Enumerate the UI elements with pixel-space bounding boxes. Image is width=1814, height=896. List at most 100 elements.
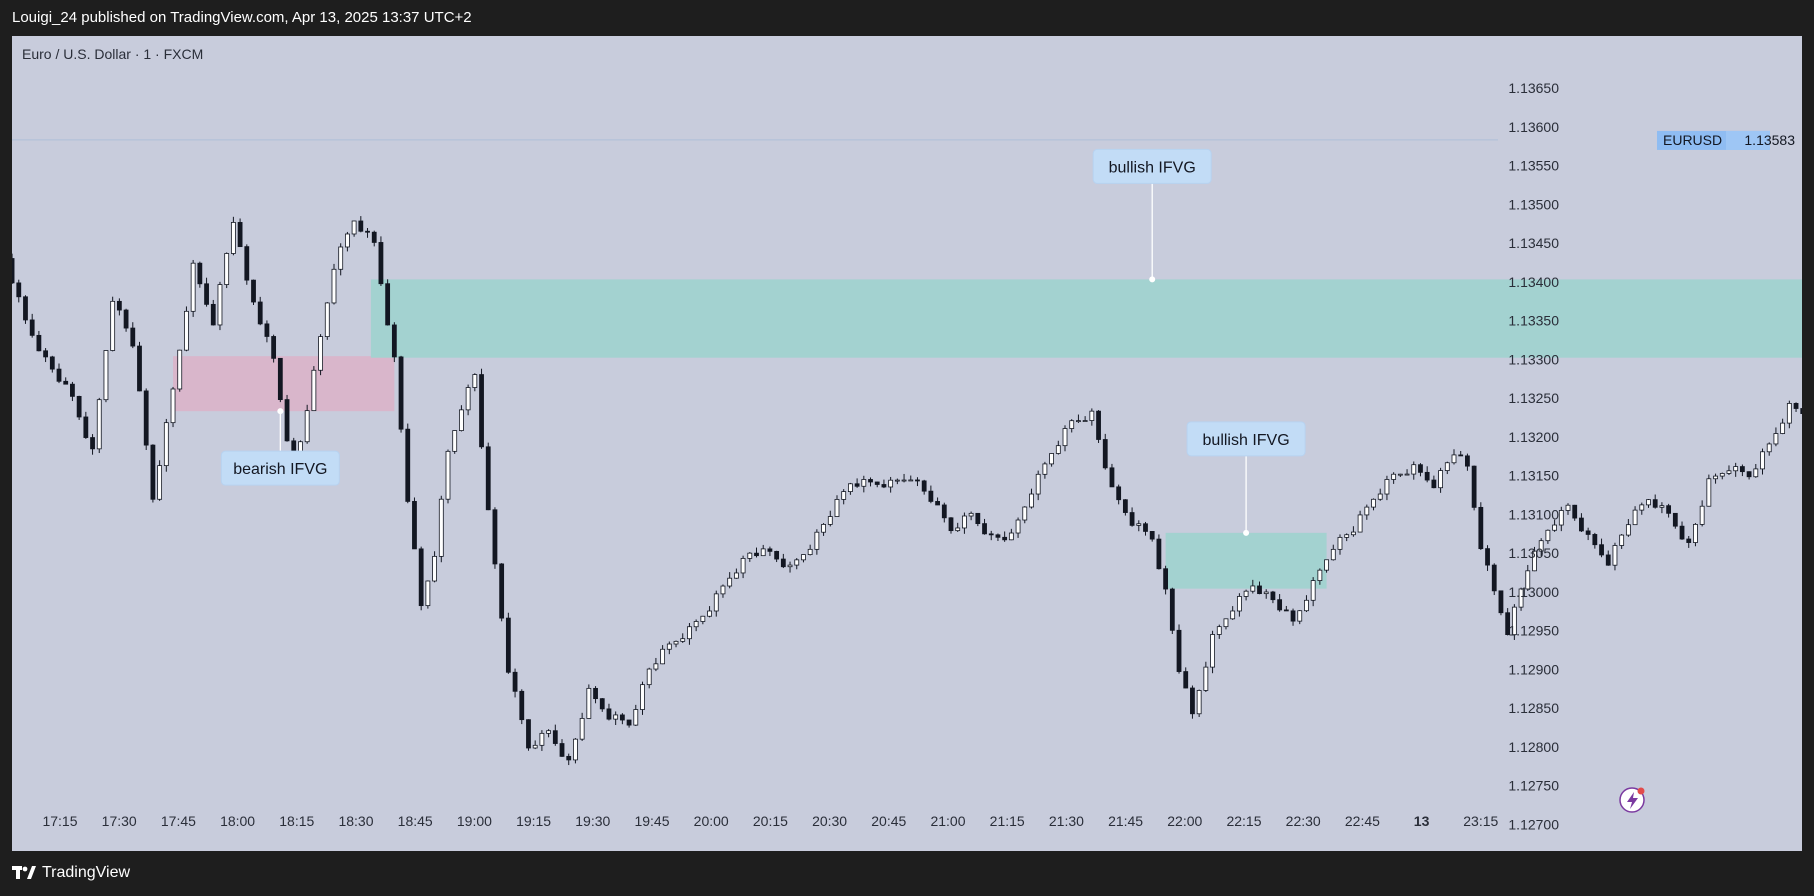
candle-body <box>948 517 954 532</box>
candle-body <box>1780 422 1786 434</box>
candle-body <box>1552 524 1557 531</box>
candle-body <box>1176 629 1182 672</box>
candle-body <box>1498 590 1504 614</box>
bullish-ifvg-zone[interactable] <box>1165 532 1327 589</box>
candle-body <box>1096 410 1101 440</box>
candle-body <box>1236 596 1242 612</box>
ifvg-label-box[interactable] <box>1092 148 1212 184</box>
candle-body <box>170 388 176 424</box>
price-chart[interactable]: 1.13650 1.13600 1.13550 1.13500 1.13450 1.134… <box>12 36 1802 851</box>
candle-body <box>1337 536 1343 550</box>
candle-body <box>720 585 726 595</box>
candle-body <box>1646 499 1651 506</box>
x-axis-tick-label: 22:45 <box>1345 813 1380 829</box>
candle-body <box>284 399 290 442</box>
candle-body <box>1042 463 1048 475</box>
candle-body <box>834 499 840 517</box>
candle-body <box>1525 570 1531 590</box>
candle-body <box>492 509 498 565</box>
candle-body <box>1122 499 1128 513</box>
candle-body <box>197 262 203 285</box>
candle-body <box>418 548 424 607</box>
candle-body <box>1760 451 1765 470</box>
chart-panel[interactable]: 1.13650 1.13600 1.13550 1.13500 1.13450 1.134… <box>12 36 1802 851</box>
candle-body <box>371 231 377 243</box>
candle-body <box>606 708 612 720</box>
candle-body <box>465 387 471 411</box>
candle-body <box>519 690 525 721</box>
y-axis-tick-label: 1.13550 <box>1508 158 1559 174</box>
candle-body <box>1357 514 1363 533</box>
candle-body <box>83 416 89 438</box>
candle-body <box>1377 493 1383 500</box>
ifvg-label-box[interactable] <box>220 450 340 486</box>
candle-body <box>861 479 867 487</box>
candle-body <box>271 336 277 359</box>
candle-body <box>56 368 62 382</box>
y-axis-tick-label: 1.13600 <box>1508 119 1559 135</box>
x-axis-tick-label: 19:00 <box>457 813 492 829</box>
candle-body <box>318 336 323 371</box>
y-axis-tick-label: 1.13350 <box>1508 313 1559 329</box>
x-axis-tick-label: 21:30 <box>1049 813 1084 829</box>
candle-body <box>304 410 310 443</box>
candle-body <box>204 283 209 305</box>
candle-body <box>646 668 652 686</box>
y-axis-tick-label: 1.13450 <box>1508 235 1559 251</box>
candle-body <box>841 491 847 500</box>
annotation-anchor-dot <box>1149 276 1156 283</box>
candle-body <box>210 303 216 326</box>
candle-body <box>988 533 994 536</box>
candle-body <box>1230 610 1236 620</box>
candle-body <box>1404 473 1410 476</box>
candle-body <box>116 300 122 311</box>
candle-body <box>257 301 263 325</box>
publish-info-text: Louigi_24 published on TradingView.com, … <box>12 9 472 26</box>
candle-body <box>1478 506 1484 550</box>
candle-body <box>1196 690 1202 715</box>
candle-body <box>1726 470 1732 474</box>
candle-body <box>1612 545 1618 566</box>
x-axis-tick-label: 21:15 <box>990 813 1025 829</box>
candle-body <box>1364 506 1370 516</box>
ifvg-label-box[interactable] <box>1186 421 1306 457</box>
tradingview-logo[interactable]: TradingView <box>12 864 130 882</box>
candle-body <box>324 302 330 338</box>
bearish-ifvg-zone[interactable] <box>173 356 395 412</box>
bullish-ifvg-zone[interactable] <box>370 279 1802 358</box>
ifvg-label-text: bullish IFVG <box>1109 159 1196 176</box>
y-axis-tick-label: 1.13000 <box>1508 584 1559 600</box>
candle-body <box>1371 498 1376 508</box>
candle-body <box>995 534 1001 538</box>
candle-body <box>962 515 967 529</box>
candle-body <box>123 309 129 329</box>
candle-body <box>445 450 451 500</box>
candle-body <box>1599 544 1604 556</box>
candle-body <box>1102 439 1108 469</box>
candle-body <box>76 395 82 418</box>
candle-body <box>747 552 753 559</box>
candle-body <box>801 554 806 561</box>
candle-body <box>1055 445 1061 454</box>
candle-body <box>552 730 558 744</box>
candle-body <box>599 698 605 710</box>
candle-body <box>391 324 397 358</box>
candle-body <box>1397 473 1403 476</box>
candle-body <box>358 220 364 232</box>
candle-body <box>687 626 692 640</box>
candle-body <box>1317 569 1323 581</box>
x-axis-tick-label: 13 <box>1414 813 1430 829</box>
candle-body <box>1156 538 1162 570</box>
candle-body <box>1639 504 1645 511</box>
candle-body <box>754 552 759 557</box>
candle-body <box>251 279 256 303</box>
candle-body <box>1592 534 1598 546</box>
candle-body <box>901 479 907 482</box>
candle-body <box>1116 486 1122 501</box>
x-axis-tick-label: 20:45 <box>871 813 906 829</box>
candle-body <box>1672 512 1678 527</box>
candle-body <box>1035 473 1041 495</box>
x-axis-tick-label: 18:45 <box>398 813 433 829</box>
candle-body <box>1351 531 1356 536</box>
candle-body <box>1008 532 1014 541</box>
